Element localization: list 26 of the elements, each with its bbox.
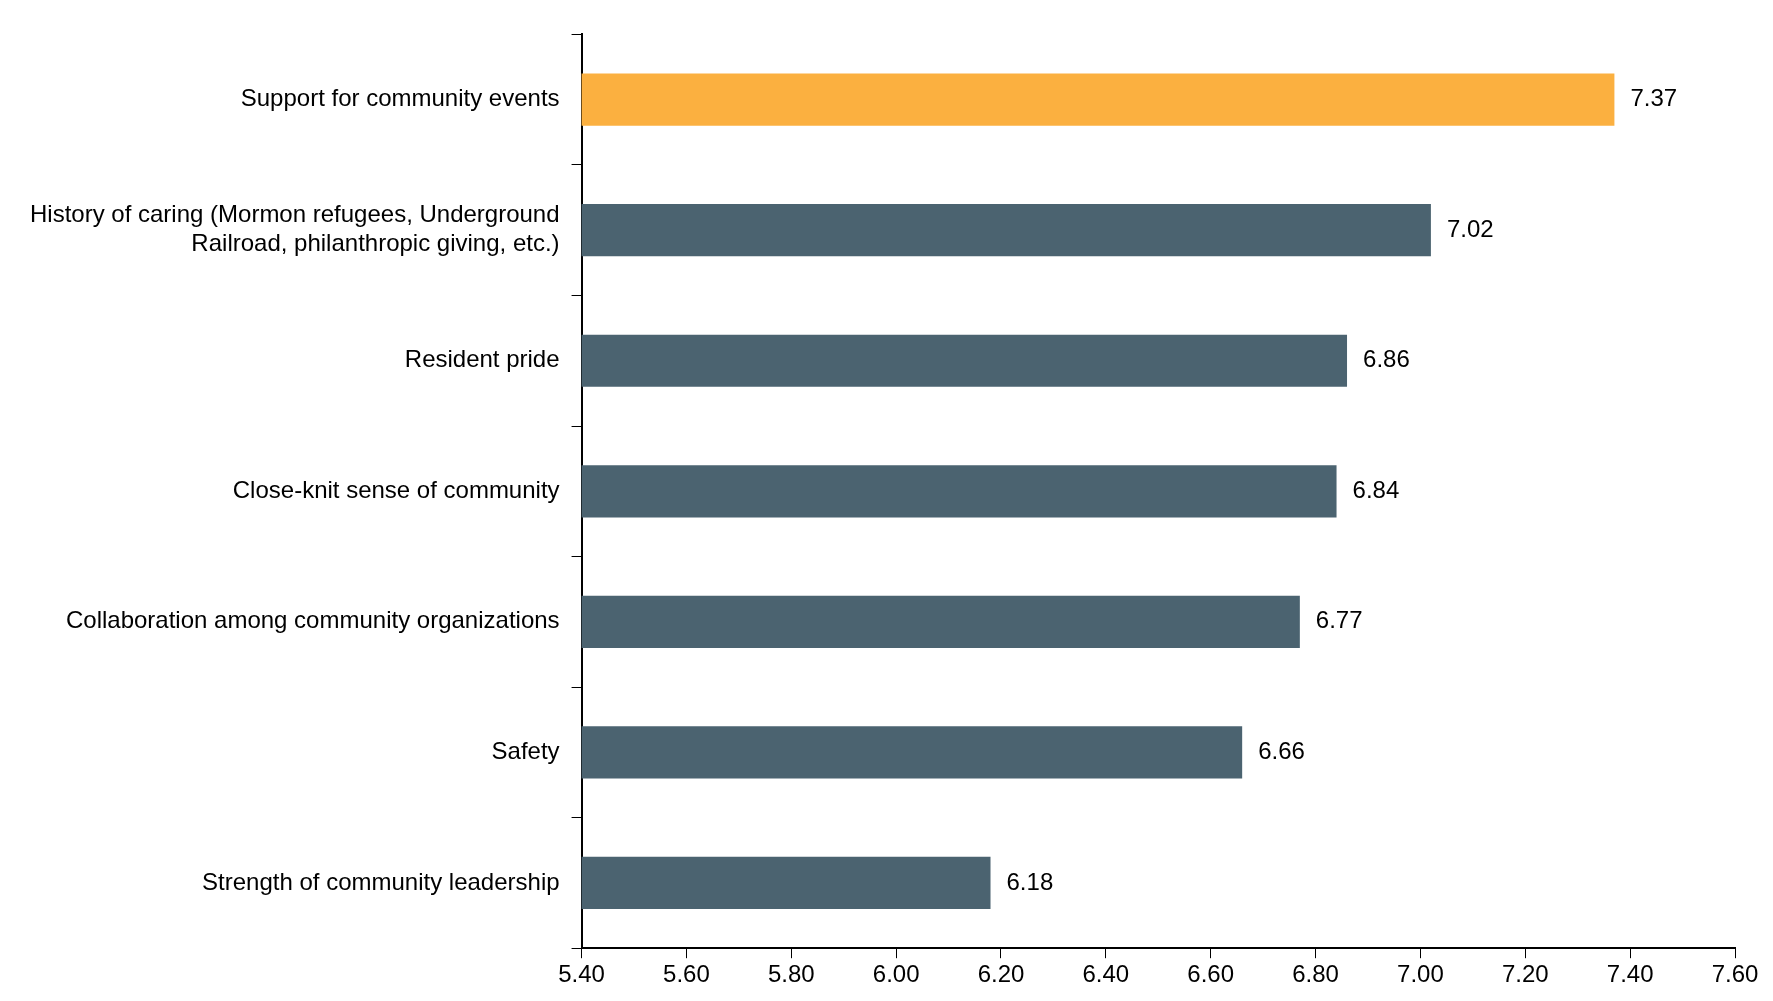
data-label: 7.02 (1446, 214, 1494, 242)
x-tick-label: 6.00 (872, 960, 920, 988)
x-tick-label: 5.60 (663, 960, 710, 988)
y-tick-label: Strength of community leadership (202, 867, 560, 895)
data-label: 6.86 (1363, 345, 1410, 373)
data-label: 6.66 (1258, 737, 1305, 765)
x-tick-label: 7.00 (1397, 960, 1444, 988)
data-label: 6.18 (1006, 867, 1054, 895)
x-tick-label: 6.40 (1082, 960, 1130, 988)
y-tick-label: Collaboration among community organizations (65, 606, 560, 634)
x-tick-label: 5.80 (767, 960, 815, 988)
x-tick-label: 7.20 (1501, 960, 1549, 988)
x-tick-label: 7.40 (1606, 960, 1654, 988)
x-tick-label: 7.60 (1711, 960, 1759, 988)
y-tick-label: History of caring (Mormon refugees, Underground Railroad, philanthropic giving, etc.) (29, 200, 560, 257)
x-tick-label: 6.20 (977, 960, 1025, 988)
data-label: 7.37 (1630, 84, 1678, 112)
y-tick-label: Close-knit sense of community (232, 475, 560, 503)
y-tick-label: Resident pride (404, 345, 560, 373)
y-tick-label: Safety (491, 737, 560, 765)
y-tick-label: Support for community events (240, 84, 560, 112)
x-tick-label: 6.60 (1187, 960, 1235, 988)
x-tick-label: 5.40 (558, 960, 605, 988)
x-tick-label: 6.80 (1292, 960, 1339, 988)
data-label: 6.77 (1315, 606, 1363, 634)
data-label: 6.84 (1352, 475, 1400, 503)
